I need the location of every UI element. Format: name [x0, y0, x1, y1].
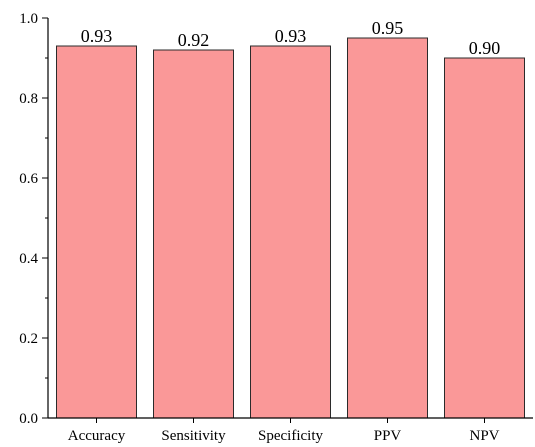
- bar-ppv: [347, 37, 428, 419]
- x-axis: Accuracy Sensitivity Specificity PPV NPV: [48, 417, 533, 444]
- x-tick-label-sensitivity: Sensitivity: [161, 428, 226, 444]
- bar-specificity: [250, 45, 331, 419]
- y-axis: 0.0 0.2 0.4 0.6 0.8 1.0: [19, 11, 49, 427]
- bar-sensitivity: [153, 49, 234, 419]
- data-label-specificity: 0.93: [275, 26, 307, 46]
- data-label-ppv: 0.95: [372, 18, 404, 38]
- data-labels-group: 0.93 0.92 0.93 0.95 0.90: [81, 18, 501, 58]
- x-tick-label-ppv: PPV: [374, 428, 402, 444]
- data-label-accuracy: 0.93: [81, 26, 113, 46]
- data-label-npv: 0.90: [469, 38, 501, 58]
- y-tick-label: 0.6: [19, 171, 38, 187]
- x-tick-label-specificity: Specificity: [258, 428, 323, 444]
- x-tick-label-accuracy: Accuracy: [68, 428, 126, 444]
- y-tick-label: 0.8: [19, 91, 38, 107]
- data-label-sensitivity: 0.92: [178, 30, 210, 50]
- y-tick-label: 0.0: [19, 411, 38, 427]
- bars-group: [56, 37, 525, 419]
- y-tick-label: 1.0: [19, 11, 38, 27]
- bar-accuracy: [56, 45, 137, 419]
- y-tick-label: 0.2: [19, 331, 38, 347]
- x-tick-label-npv: NPV: [469, 428, 499, 444]
- y-tick-label: 0.4: [19, 251, 38, 267]
- bar-npv: [444, 57, 525, 419]
